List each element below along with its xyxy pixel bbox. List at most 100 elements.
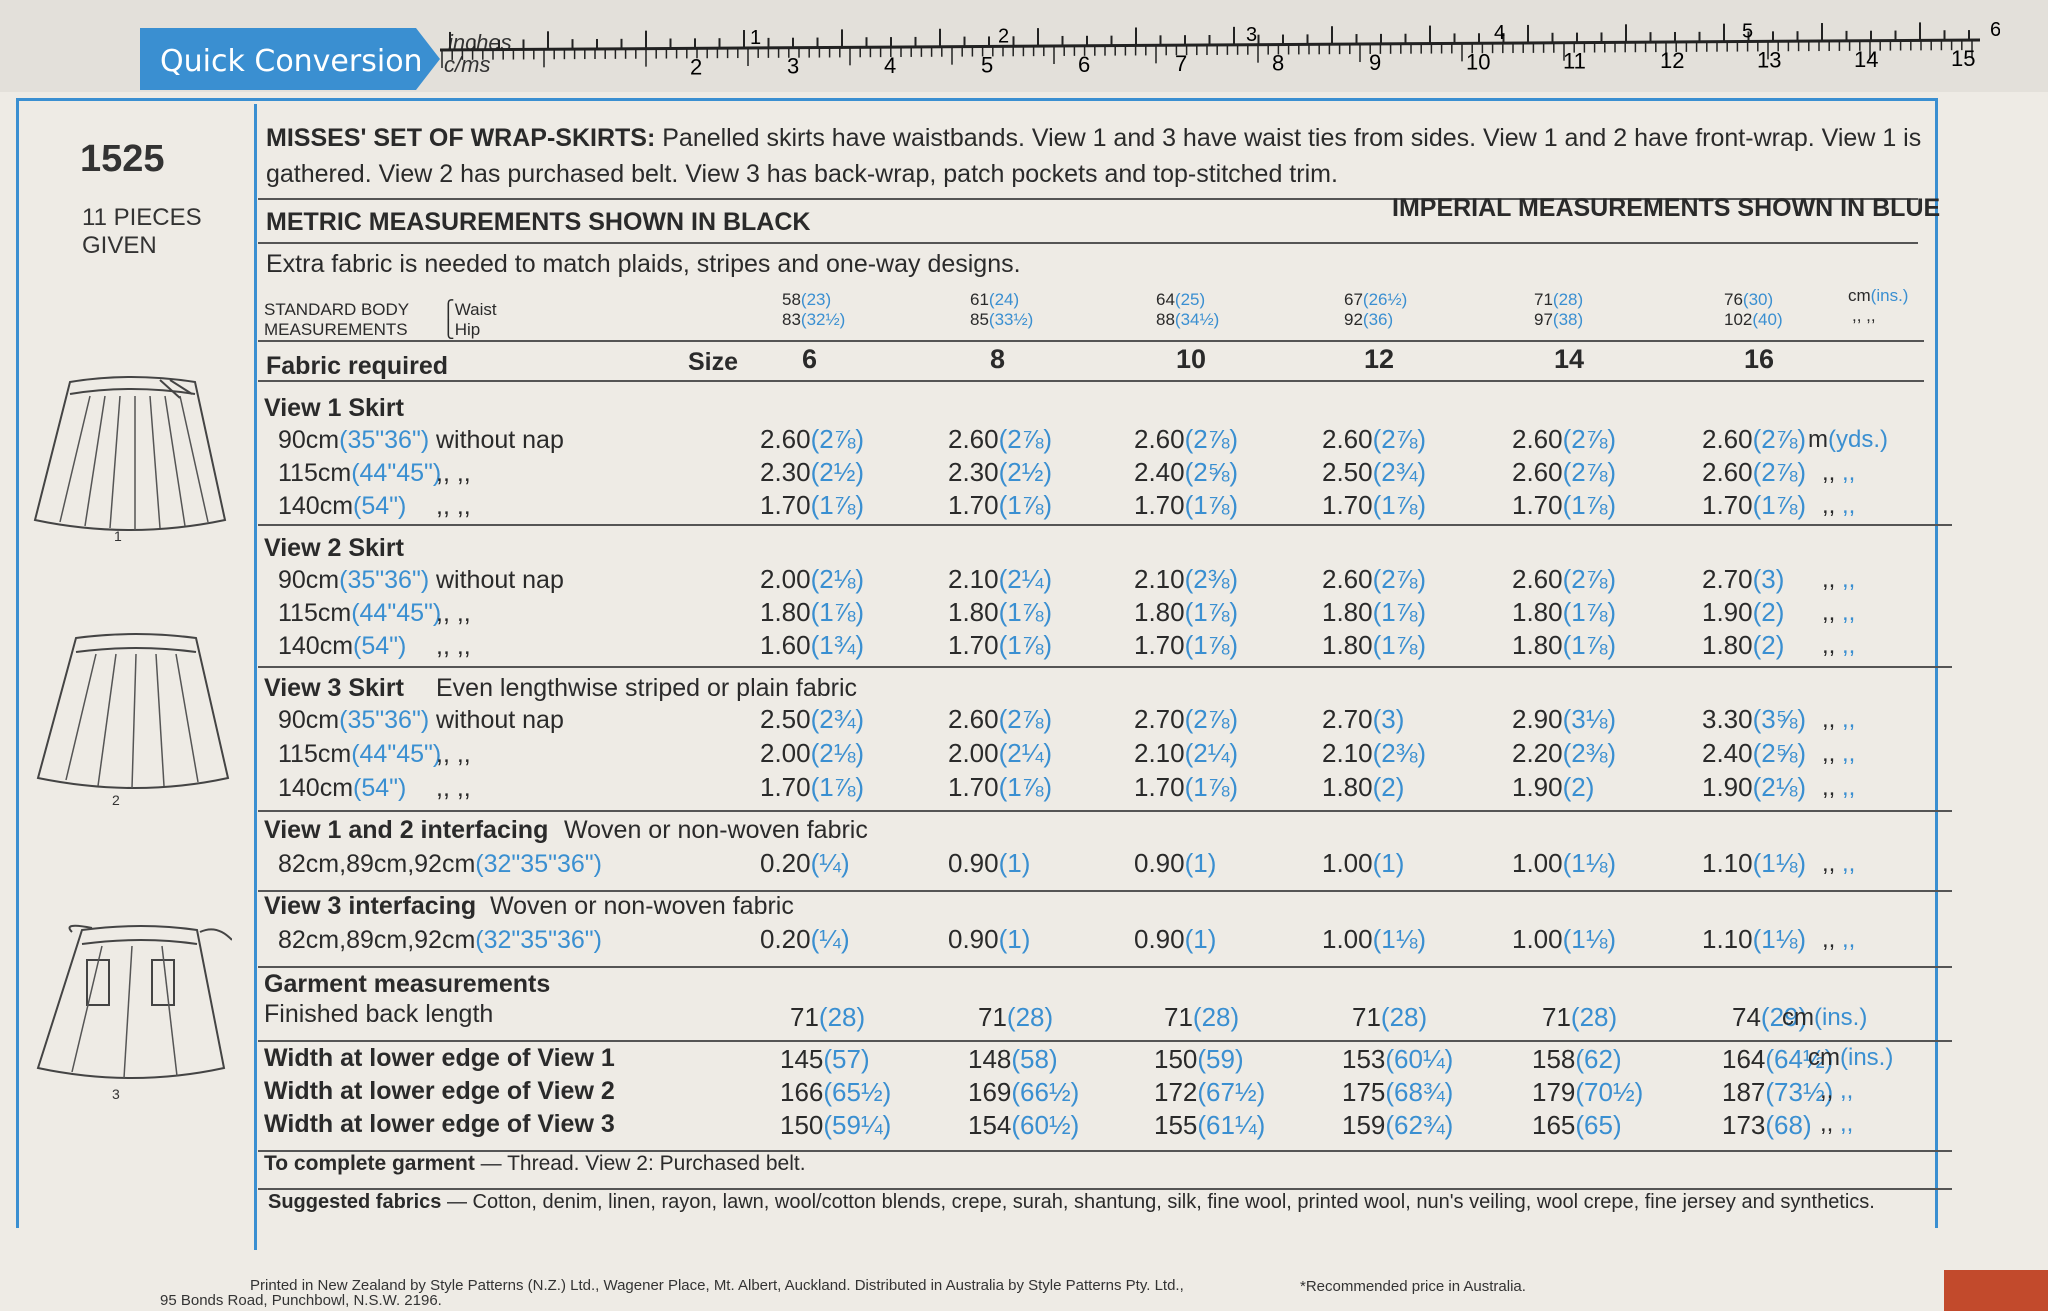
view3-row-cell-metric: 1.80 <box>1322 772 1373 802</box>
view1-row-unit: ,, ,, <box>1822 459 1855 487</box>
view3-row-cell: 2.60(2⅞) <box>948 704 1052 735</box>
waist-measurement-imperial: (30) <box>1742 290 1774 309</box>
lower-edge-cell-metric: 165 <box>1532 1110 1576 1140</box>
view3-row-cell: 2.20(2⅜) <box>1512 738 1616 769</box>
lower-edge-unit-imperial: ,, <box>1840 1110 1854 1137</box>
view2-row-unit: ,, ,, <box>1822 566 1855 594</box>
lower-edge-cell-imperial: (60¼) <box>1385 1044 1454 1074</box>
view1-row-cell-imperial: (2⅞) <box>1372 424 1427 454</box>
view1-row-width: 90cm(35"36") <box>278 426 429 455</box>
extra-fabric-note: Extra fabric is needed to match plaids, … <box>266 250 1021 278</box>
view1-row-cell: 2.60(2⅞) <box>1702 457 1806 488</box>
view3-row-cell-imperial: (3) <box>1372 704 1405 734</box>
lower-edge-cell-imperial: (66½) <box>1011 1077 1080 1107</box>
view3-row-cell-metric: 1.90 <box>1512 772 1563 802</box>
view1-row-cell: 2.60(2⅞) <box>760 424 864 455</box>
interfacing3-row-cell-imperial: (1) <box>1184 924 1217 954</box>
view1-row-cell-metric: 1.70 <box>1512 490 1563 520</box>
size-8: 8 <box>990 344 1006 374</box>
ruler-cm-number: 11 <box>1563 49 1586 74</box>
view3-sketch-label: 3 <box>112 1086 120 1102</box>
content-frame <box>16 98 1938 1228</box>
view3-row-cell-metric: 2.50 <box>760 704 811 734</box>
view3-row-width-metric: 90cm <box>278 706 340 734</box>
view3-row-unit: ,, ,, <box>1822 740 1855 768</box>
interfacing3-row-cell-metric: 0.20 <box>760 924 811 954</box>
lower-edge-cell: 187(73½) <box>1722 1077 1833 1108</box>
back-length-cell: 71(28) <box>1542 1002 1617 1033</box>
waist-measurement: 67(26½) <box>1344 290 1407 309</box>
view2-row-cell: 1.70(1⅞) <box>1134 630 1238 661</box>
view1-row-cell-metric: 2.60 <box>1512 457 1563 487</box>
view1-row-cell-imperial: (2½) <box>998 457 1053 487</box>
view2-row-cell: 1.80(1⅞) <box>1512 597 1616 628</box>
view2-row-cell-imperial: (1¾) <box>810 630 865 660</box>
view3-row-cell: 2.40(2⅝) <box>1702 738 1806 769</box>
interfacing3-row-cell-imperial: (1⅛) <box>1562 924 1617 954</box>
waist-label: ⎧Waist <box>442 300 497 319</box>
view3-row-cell: 2.00(2⅛) <box>760 738 864 769</box>
view1-row-unit-imperial: ,, <box>1842 459 1856 486</box>
corner-tab <box>1944 1270 2048 1311</box>
waist-measurement-imperial: (23) <box>800 290 832 309</box>
view1-row-width: 140cm(54") <box>278 492 406 521</box>
size-16: 16 <box>1744 344 1775 374</box>
view3-row-cell-imperial: (2¼) <box>998 738 1053 768</box>
ruler-inch-number: 2 <box>998 25 1009 47</box>
view3-row-cell-imperial: (2⅞) <box>1184 704 1239 734</box>
view2-row-width-metric: 90cm <box>278 566 340 594</box>
view3-row-width: 140cm(54") <box>278 774 406 803</box>
lower-edge-cell-metric: 155 <box>1154 1110 1198 1140</box>
view3-row-note: ,, ,, <box>436 774 471 802</box>
view2-row-unit-imperial: ,, <box>1842 632 1856 659</box>
view3-row-cell-imperial: (2¼) <box>1184 738 1239 768</box>
interfacing3-row-cell: 0.90(1) <box>948 924 1030 955</box>
ruler-cm-number: 8 <box>1272 51 1284 76</box>
view2-row-cell-metric: 1.80 <box>760 597 811 627</box>
view2-row-unit-metric: ,, <box>1822 632 1843 659</box>
interfacing12-row-cell: 0.20(¼) <box>760 848 850 879</box>
hip-measurement-imperial: (34½) <box>1174 310 1220 329</box>
view3-row-cell-imperial: (2⅞) <box>998 704 1053 734</box>
ruler-cm-number: 13 <box>1757 47 1781 72</box>
view2-row-cell-metric: 1.80 <box>1322 630 1373 660</box>
view2-row-cell-metric: 2.60 <box>1322 564 1373 594</box>
back-length-cell: 74(29) <box>1732 1002 1807 1033</box>
view2-row-unit-imperial: ,, <box>1842 566 1856 593</box>
conversion-ruler: 1 2 3 4 5 62 3 4 5 6 7 8 9 10 11 12 13 14 15 <box>440 19 2000 79</box>
rule-1 <box>258 198 1918 200</box>
interfacing3-subtitle: Woven or non-woven fabric <box>490 892 794 920</box>
rule-lower-edge <box>258 1150 1952 1152</box>
view2-row-cell-metric: 2.10 <box>1134 564 1185 594</box>
view3-row-cell-imperial: (1⅞) <box>998 772 1053 802</box>
lower-edge-cell-imperial: (57) <box>823 1044 870 1074</box>
lower-edge-cell-metric: 150 <box>780 1110 824 1140</box>
interfacing3-row-cell-imperial: (1⅛) <box>1372 924 1427 954</box>
interfacing12-row-cell-metric: 1.00 <box>1322 848 1373 878</box>
view2-row-cell: 1.80(2) <box>1702 630 1784 661</box>
view2-row-cell: 2.10(2¼) <box>948 564 1052 595</box>
complete-garment-text: — Thread. View 2: Purchased belt. <box>474 1152 806 1175</box>
footer-printed: Printed in New Zealand by Style Patterns… <box>250 1277 1184 1294</box>
view1-row-cell-imperial: (2⅞) <box>1562 424 1617 454</box>
view1-row-width-imperial: (44"45") <box>351 459 442 487</box>
view3-row-cell-metric: 2.90 <box>1512 704 1563 734</box>
view1-row-cell: 2.60(2⅞) <box>1512 457 1616 488</box>
size-12: 12 <box>1364 344 1395 374</box>
interfacing3-row-cell: 0.90(1) <box>1134 924 1216 955</box>
view3-subtitle: Even lengthwise striped or plain fabric <box>436 674 858 702</box>
lower-edge-cell: 150(59) <box>1154 1044 1244 1075</box>
view1-row-cell: 2.60(2⅞) <box>948 424 1052 455</box>
interfacing12-row-cell-metric: 0.20 <box>760 848 811 878</box>
view3-row-cell-metric: 2.60 <box>948 704 999 734</box>
interfacing3-row-cell-metric: 1.00 <box>1322 924 1373 954</box>
interfacing3-row-cell-metric: 0.90 <box>948 924 999 954</box>
view1-row-unit-metric: ,, <box>1822 492 1843 519</box>
vertical-divider <box>254 104 257 1250</box>
view1-row-cell: 2.30(2½) <box>760 457 864 488</box>
lower-edge-cell-imperial: (67½) <box>1197 1077 1266 1107</box>
ruler-inch-number: 1 <box>750 27 761 49</box>
suggested-fabrics-text: — Cotton, denim, linen, rayon, lawn, woo… <box>441 1191 1875 1213</box>
view3-sketch <box>36 924 232 1079</box>
view2-row-cell-imperial: (2¼) <box>998 564 1053 594</box>
